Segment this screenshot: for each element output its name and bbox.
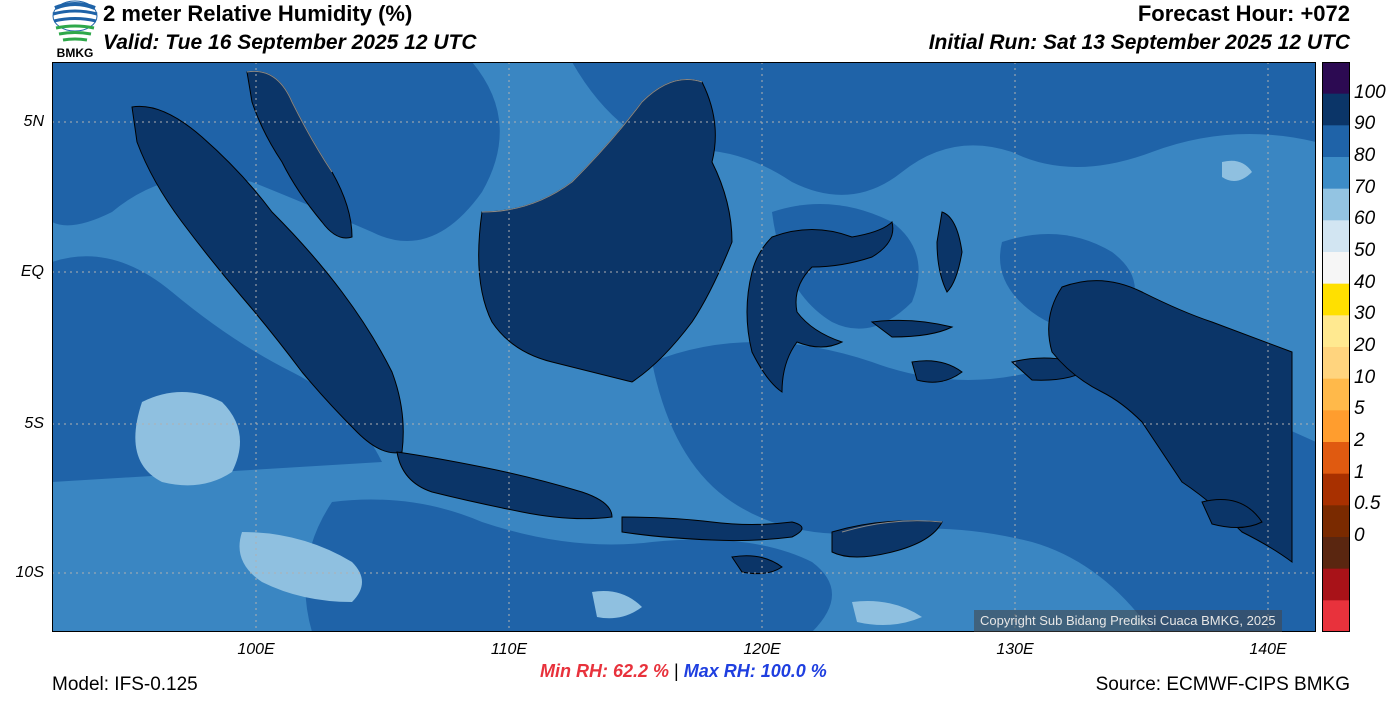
- coastlines: [246, 70, 943, 533]
- lesser-sunda: [621, 516, 803, 542]
- colorbar-tick-label: 100: [1354, 81, 1386, 103]
- colorbar-segment: [1322, 347, 1350, 380]
- colorbar-tick-label: 40: [1354, 271, 1376, 293]
- model-label: Model: IFS-0.125: [52, 674, 198, 695]
- land-masses: [131, 70, 1293, 575]
- min-max-rh: Min RH: 62.2 % | Max RH: 100.0 %: [540, 661, 827, 682]
- java: [396, 451, 613, 520]
- map-frame: [52, 62, 1316, 632]
- sumatra: [131, 105, 404, 454]
- colorbar-segment: [1322, 315, 1350, 348]
- colorbar-segment: [1322, 473, 1350, 506]
- colorbar-frame: [1322, 62, 1350, 632]
- gridlines: [52, 62, 1316, 632]
- colorbar-segment: [1322, 62, 1350, 95]
- colorbar: [1322, 62, 1350, 633]
- colorbar-segment: [1322, 125, 1350, 158]
- colorbar-tick-label: 30: [1354, 303, 1376, 325]
- lon-label-130e: 130E: [996, 641, 1034, 658]
- initial-run: Initial Run: Sat 13 September 2025 12 UT…: [928, 31, 1350, 54]
- forecast-hour: Forecast Hour: +072: [1137, 1, 1350, 26]
- colorbar-tick-label: 5: [1354, 398, 1365, 420]
- colorbar-segment: [1322, 600, 1350, 633]
- colorbar-tick-label: 50: [1354, 240, 1376, 261]
- colorbar-tick-label: 60: [1354, 208, 1376, 230]
- logo-text: BMKG: [57, 46, 94, 60]
- copyright-note: Copyright Sub Bidang Prediksi Cuaca BMKG…: [974, 610, 1282, 632]
- map-svg: [52, 62, 1316, 632]
- colorbar-segment: [1322, 220, 1350, 253]
- colorbar-tick-label: 2: [1354, 430, 1365, 451]
- lat-label-10s: 10S: [15, 564, 44, 581]
- lon-label-100e: 100E: [237, 641, 275, 658]
- lon-label-110e: 110E: [490, 641, 528, 658]
- min-rh: Min RH: 62.2 %: [540, 661, 670, 681]
- sulawesi: [746, 221, 894, 393]
- page-title: 2 meter Relative Humidity (%): [103, 1, 413, 26]
- colorbar-svg: [1322, 62, 1350, 633]
- lon-label-120e: 120E: [743, 641, 781, 658]
- bmkg-logo: BMKG: [50, 0, 100, 60]
- lat-label-eq: EQ: [20, 263, 44, 280]
- colorbar-tick-label: 10: [1354, 366, 1376, 388]
- colorbar-segment: [1322, 93, 1350, 126]
- colorbar-segment: [1322, 568, 1350, 601]
- source-label: Source: ECMWF-CIPS BMKG: [1095, 674, 1350, 695]
- sea-dry-patches: [135, 160, 1252, 626]
- colorbar-segment: [1322, 537, 1350, 570]
- colorbar-tick-label: 80: [1354, 145, 1376, 166]
- lon-label-140e: 140E: [1249, 641, 1287, 658]
- colorbar-segment: [1322, 188, 1350, 221]
- colorbar-segment: [1322, 505, 1350, 538]
- humidity-map: [52, 62, 1316, 632]
- colorbar-tick-label: 0.5: [1354, 493, 1381, 515]
- colorbar-segment: [1322, 283, 1350, 316]
- colorbar-segment: [1322, 410, 1350, 443]
- colorbar-tick-label: 0: [1354, 525, 1365, 546]
- colorbar-tick-label: 1: [1354, 461, 1365, 483]
- colorbar-segment: [1322, 252, 1350, 285]
- colorbar-segment: [1322, 378, 1350, 411]
- colorbar-tick-label: 20: [1354, 335, 1376, 356]
- min-max-separator: |: [674, 661, 679, 681]
- lat-label-5n: 5N: [23, 113, 44, 130]
- colorbar-segment: [1322, 442, 1350, 475]
- max-rh: Max RH: 100.0 %: [683, 661, 827, 681]
- colorbar-tick-label: 90: [1354, 113, 1376, 135]
- colorbar-tick-label: 70: [1354, 176, 1376, 198]
- lat-label-5s: 5S: [24, 415, 44, 432]
- valid-time: Valid: Tue 16 September 2025 12 UTC: [103, 31, 477, 54]
- colorbar-segment: [1322, 157, 1350, 190]
